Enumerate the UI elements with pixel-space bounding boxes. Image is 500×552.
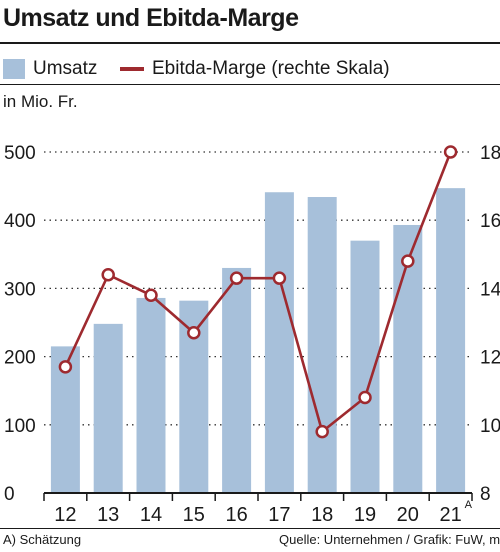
legend-label-umsatz: Umsatz <box>33 58 98 79</box>
legend-swatch-line <box>120 67 144 71</box>
ebitda-point-13 <box>101 268 115 282</box>
x-tick-19: 19 <box>354 504 376 526</box>
bar-16 <box>222 267 252 493</box>
x-tick-13: 13 <box>97 504 119 526</box>
legend-item-umsatz: Umsatz <box>3 58 97 80</box>
ebitda-point-21 <box>443 145 458 159</box>
x-tick-16: 16 <box>225 504 247 526</box>
unit-label: in Mio. Fr. <box>3 92 78 111</box>
legend-swatch-bar <box>3 59 25 79</box>
bar-13 <box>93 323 123 493</box>
left-tick-0: 0 <box>4 484 15 505</box>
x-tick-14: 14 <box>140 504 162 526</box>
bar-20 <box>393 224 423 493</box>
right-tick-16: 16 <box>480 211 500 232</box>
bar-21 <box>436 188 466 493</box>
x-tick-12: 12 <box>54 504 76 526</box>
chart-title: Umsatz und Ebitda-Marge <box>3 4 299 32</box>
x-tick-15: 15 <box>183 504 205 526</box>
ebitda-point-20 <box>401 254 415 268</box>
source: Quelle: Unternehmen / Grafik: FuW, mg <box>279 532 500 547</box>
legend-label-ebitda: Ebitda-Marge (rechte Skala) <box>152 58 390 79</box>
legend-item-ebitda: Ebitda-Marge (rechte Skala) <box>120 58 390 80</box>
left-tick-500: 500 <box>4 143 36 164</box>
bar-18 <box>307 197 337 493</box>
x-tick-18: 18 <box>311 504 333 526</box>
right-tick-8: 8 <box>480 484 491 505</box>
legend-rule <box>0 84 500 85</box>
ebitda-point-15 <box>187 325 201 340</box>
left-tick-200: 200 <box>4 348 36 369</box>
ebitda-line <box>64 151 452 433</box>
left-tick-100: 100 <box>4 416 36 437</box>
right-tick-14: 14 <box>480 279 500 300</box>
legend: Umsatz Ebitda-Marge (rechte Skala) <box>0 58 500 82</box>
footnote: A) Schätzung <box>3 532 82 547</box>
left-tick-300: 300 <box>4 279 36 300</box>
bar-17 <box>264 192 294 493</box>
ebitda-point-17 <box>272 271 287 285</box>
ebitda-point-12 <box>58 360 73 374</box>
bar-14 <box>136 297 166 493</box>
ebitda-point-19 <box>358 390 372 405</box>
ebitda-point-14 <box>144 288 158 302</box>
x-tick-sup-21: A <box>465 499 473 511</box>
ebitda-point-18 <box>315 424 329 439</box>
ebitda-point-16 <box>229 271 244 285</box>
x-tick-21: 21 <box>439 504 461 526</box>
left-tick-400: 400 <box>4 211 36 232</box>
footer-rule <box>0 528 500 529</box>
right-tick-10: 10 <box>480 416 500 437</box>
x-tick-20: 20 <box>397 504 419 526</box>
right-tick-18: 18 <box>480 143 500 164</box>
right-tick-12: 12 <box>480 348 500 369</box>
x-tick-17: 17 <box>268 504 290 526</box>
title-rule <box>0 42 500 44</box>
